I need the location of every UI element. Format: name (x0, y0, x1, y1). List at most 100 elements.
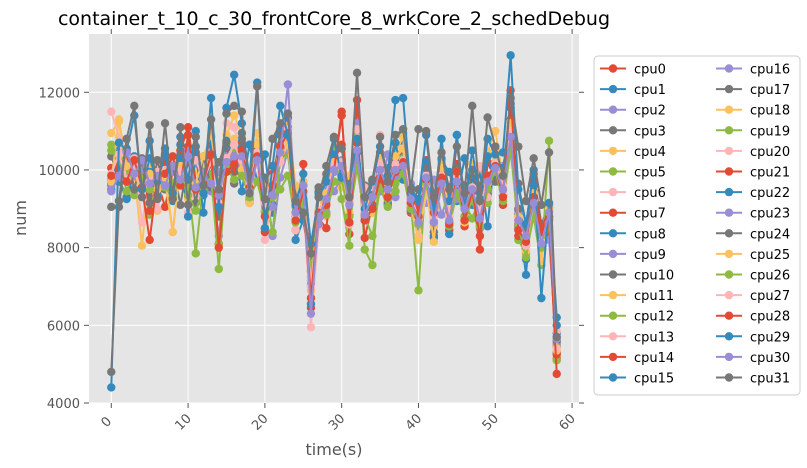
legend-marker (724, 84, 734, 94)
legend-marker (724, 105, 734, 114)
legend-entry-cpu4: cpu4 (600, 145, 666, 160)
data-point (268, 134, 277, 144)
data-point (283, 109, 293, 118)
legend-entry-cpu26: cpu26 (716, 269, 790, 284)
legend-label: cpu4 (634, 145, 666, 160)
legend: cpu0 cpu1 cpu2 cpu3 cpu4 cpu5 cpu6 cpu7 cpu8 cpu9… (593, 55, 801, 396)
legend-entry-cpu21: cpu21 (716, 166, 790, 181)
data-point (375, 165, 385, 175)
data-point (145, 154, 154, 163)
data-point (345, 218, 354, 227)
legend-marker (724, 249, 734, 259)
data-point (498, 171, 508, 180)
data-point (368, 192, 377, 202)
data-point (122, 194, 131, 204)
data-point (160, 119, 170, 128)
legend-entry-cpu13: cpu13 (600, 330, 674, 345)
legend-marker (608, 290, 618, 300)
data-point (160, 202, 170, 212)
data-point (260, 224, 270, 233)
data-point (468, 185, 477, 194)
data-point (283, 80, 293, 89)
data-point (130, 190, 139, 200)
data-point (191, 206, 200, 215)
data-point (437, 210, 446, 219)
data-point (199, 208, 208, 217)
data-point (360, 216, 369, 225)
data-point (483, 177, 492, 186)
legend-label: cpu13 (634, 330, 674, 345)
legend-marker (608, 126, 618, 135)
legend-marker (724, 352, 734, 362)
data-point (268, 190, 277, 200)
data-point (137, 241, 147, 250)
data-point (237, 146, 247, 155)
data-point (153, 156, 162, 165)
data-point (107, 171, 116, 180)
legend-entry-cpu0: cpu0 (600, 63, 666, 78)
data-point (445, 229, 454, 239)
data-point (429, 192, 439, 202)
legend-entry-cpu18: cpu18 (716, 104, 790, 119)
data-point (514, 216, 523, 225)
x-tick-label: 30 (326, 411, 348, 433)
data-point (107, 146, 116, 155)
data-point (214, 264, 223, 274)
legend-marker (608, 229, 618, 238)
data-point (491, 163, 500, 173)
legend-label: cpu0 (634, 63, 666, 78)
legend-marker (724, 373, 734, 382)
legend-marker (724, 229, 734, 238)
legend-marker (724, 167, 734, 176)
data-point (214, 190, 223, 200)
data-point (176, 123, 185, 132)
x-tick-label: 10 (172, 411, 194, 433)
data-point (276, 185, 285, 194)
data-point (199, 189, 208, 198)
data-point (452, 142, 462, 151)
data-point (544, 148, 554, 157)
data-point (229, 134, 239, 144)
legend-label: cpu26 (750, 269, 790, 284)
legend-label: cpu17 (750, 83, 790, 98)
legend-entry-cpu15: cpu15 (600, 372, 674, 387)
data-point (291, 216, 300, 225)
data-point (360, 233, 369, 243)
legend-label: cpu31 (750, 372, 790, 387)
legend-marker (608, 167, 618, 176)
legend-label: cpu1 (634, 83, 666, 98)
legend-entry-cpu11: cpu11 (600, 289, 674, 304)
data-point (114, 138, 124, 147)
data-point (483, 113, 492, 122)
data-point (314, 192, 323, 202)
legend-entry-cpu31: cpu31 (716, 372, 790, 387)
data-point (145, 206, 154, 215)
data-point (145, 185, 154, 194)
data-point (237, 107, 247, 116)
data-point (153, 204, 162, 213)
legend-marker (608, 64, 618, 73)
data-point (514, 142, 523, 151)
data-point (206, 115, 216, 124)
data-point (398, 161, 408, 171)
data-point (345, 192, 354, 202)
data-point (229, 175, 239, 184)
data-point (398, 93, 408, 103)
data-point (552, 332, 561, 342)
data-point (437, 179, 446, 188)
data-point (130, 156, 139, 165)
data-point (537, 293, 546, 303)
data-point (206, 150, 216, 159)
legend-marker (608, 352, 618, 362)
data-point (398, 124, 408, 134)
data-point (130, 169, 139, 179)
data-point (521, 253, 531, 262)
legend-marker (724, 187, 734, 197)
data-point (229, 152, 239, 161)
legend-entry-cpu19: cpu19 (716, 124, 790, 139)
data-point (514, 225, 523, 235)
data-point (452, 130, 462, 140)
legend-label: cpu15 (634, 372, 674, 387)
data-point (468, 146, 477, 155)
x-tick-label: 60 (556, 411, 578, 433)
